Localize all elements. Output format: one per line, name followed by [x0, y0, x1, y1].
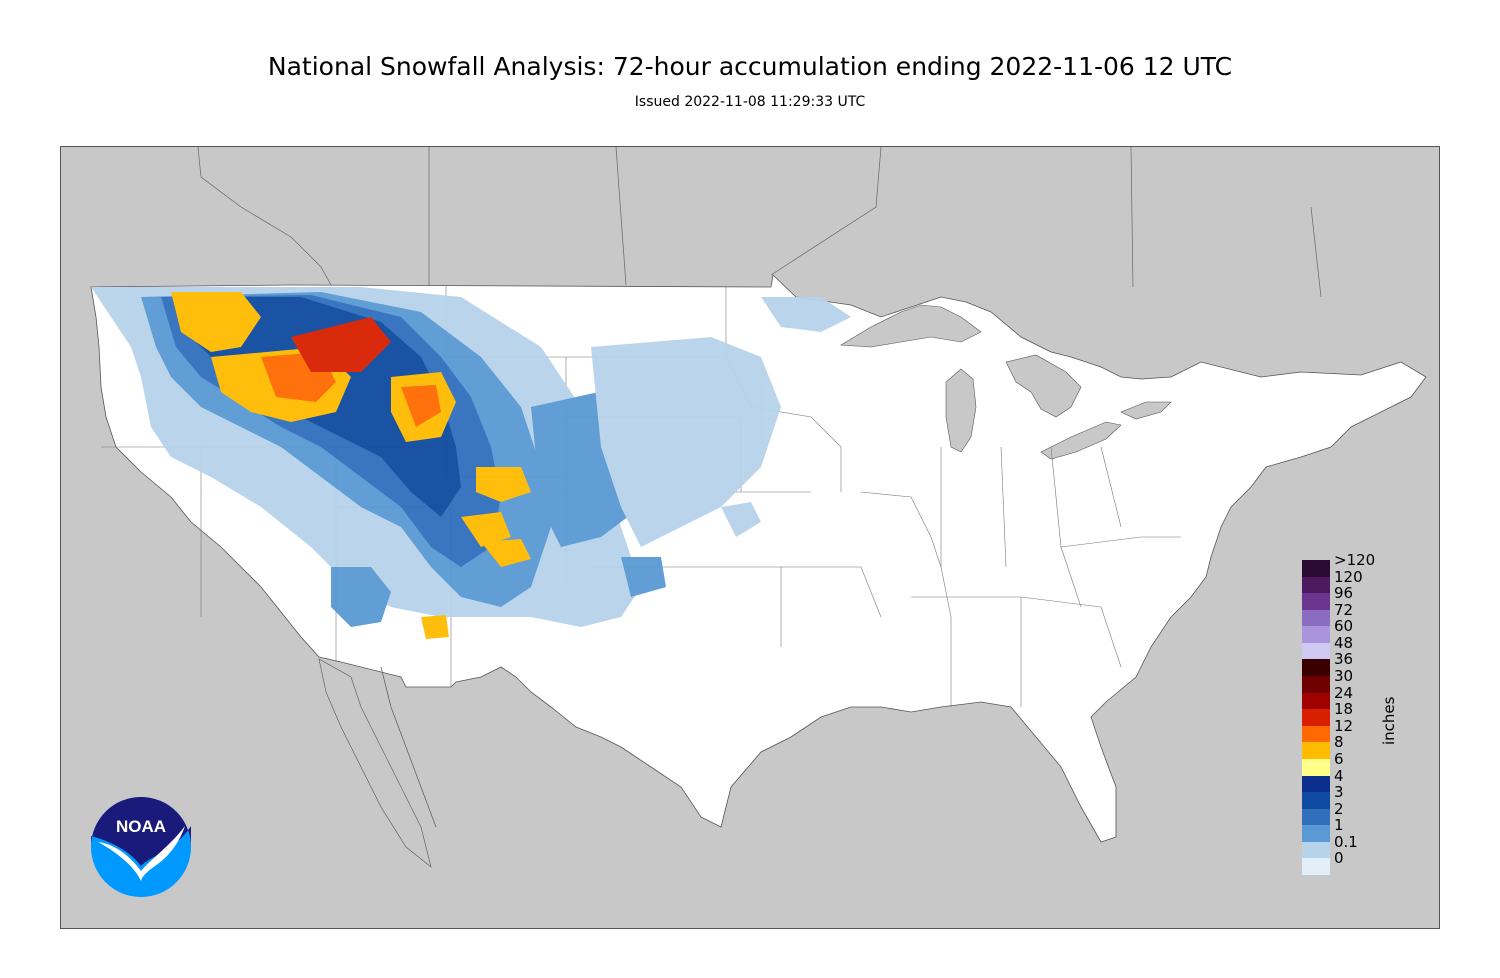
legend-swatch	[1302, 593, 1330, 610]
legend-swatch	[1302, 659, 1330, 677]
legend-swatch	[1302, 841, 1330, 859]
legend-label: 24	[1334, 683, 1354, 702]
legend-label: 0	[1334, 849, 1344, 868]
baja-land	[318, 658, 432, 868]
legend-label: 96	[1334, 584, 1354, 603]
legend-swatch	[1302, 676, 1330, 693]
snowfall-map[interactable]	[60, 146, 1440, 929]
legend-swatch	[1302, 858, 1330, 875]
legend-label: 0.1	[1334, 832, 1358, 851]
legend-label: 120	[1334, 567, 1363, 586]
legend-swatch	[1302, 692, 1330, 710]
legend-swatch	[1302, 725, 1330, 743]
canada-border	[197, 147, 1322, 298]
legend-swatch	[1302, 576, 1330, 594]
legend-label: 36	[1334, 650, 1354, 669]
legend-swatch	[1302, 642, 1330, 660]
legend-label: 4	[1334, 766, 1344, 785]
legend-label: 12	[1334, 716, 1354, 735]
legend-swatch	[1302, 808, 1330, 826]
legend-label: 6	[1334, 749, 1344, 768]
legend-label: 60	[1334, 617, 1354, 636]
legend-swatch	[1302, 758, 1330, 776]
legend-label: 30	[1334, 667, 1354, 686]
legend-label: 18	[1334, 700, 1354, 719]
lake-michigan	[945, 368, 977, 453]
legend-swatch	[1302, 742, 1330, 759]
legend-swatch	[1302, 609, 1330, 627]
legend-label: 3	[1334, 783, 1344, 802]
lake-huron	[1005, 354, 1082, 418]
legend-swatch	[1302, 626, 1330, 643]
lake-erie	[1040, 421, 1122, 460]
legend-label: 8	[1334, 733, 1344, 752]
noaa-logo-icon: NOAA	[90, 796, 192, 898]
legend-label: 48	[1334, 633, 1354, 652]
map-subtitle: Issued 2022-11-08 11:29:33 UTC	[634, 94, 866, 110]
legend-swatch	[1302, 792, 1330, 809]
legend-label: 2	[1334, 799, 1344, 818]
map-title: National Snowfall Analysis: 72-hour accu…	[267, 52, 1233, 81]
legend-units-label: inches	[1380, 696, 1398, 745]
snowfall-field	[91, 287, 851, 639]
legend-swatch	[1302, 709, 1330, 726]
legend-swatch	[1302, 560, 1330, 577]
legend-label: 1	[1334, 816, 1344, 835]
legend-label: 72	[1334, 600, 1354, 619]
legend-swatch	[1302, 775, 1330, 793]
noaa-logo-text: NOAA	[116, 817, 166, 836]
lake-ontario	[1120, 401, 1172, 420]
legend-swatch	[1302, 825, 1330, 842]
legend-label: >120	[1334, 551, 1376, 569]
lake-superior	[840, 304, 982, 348]
